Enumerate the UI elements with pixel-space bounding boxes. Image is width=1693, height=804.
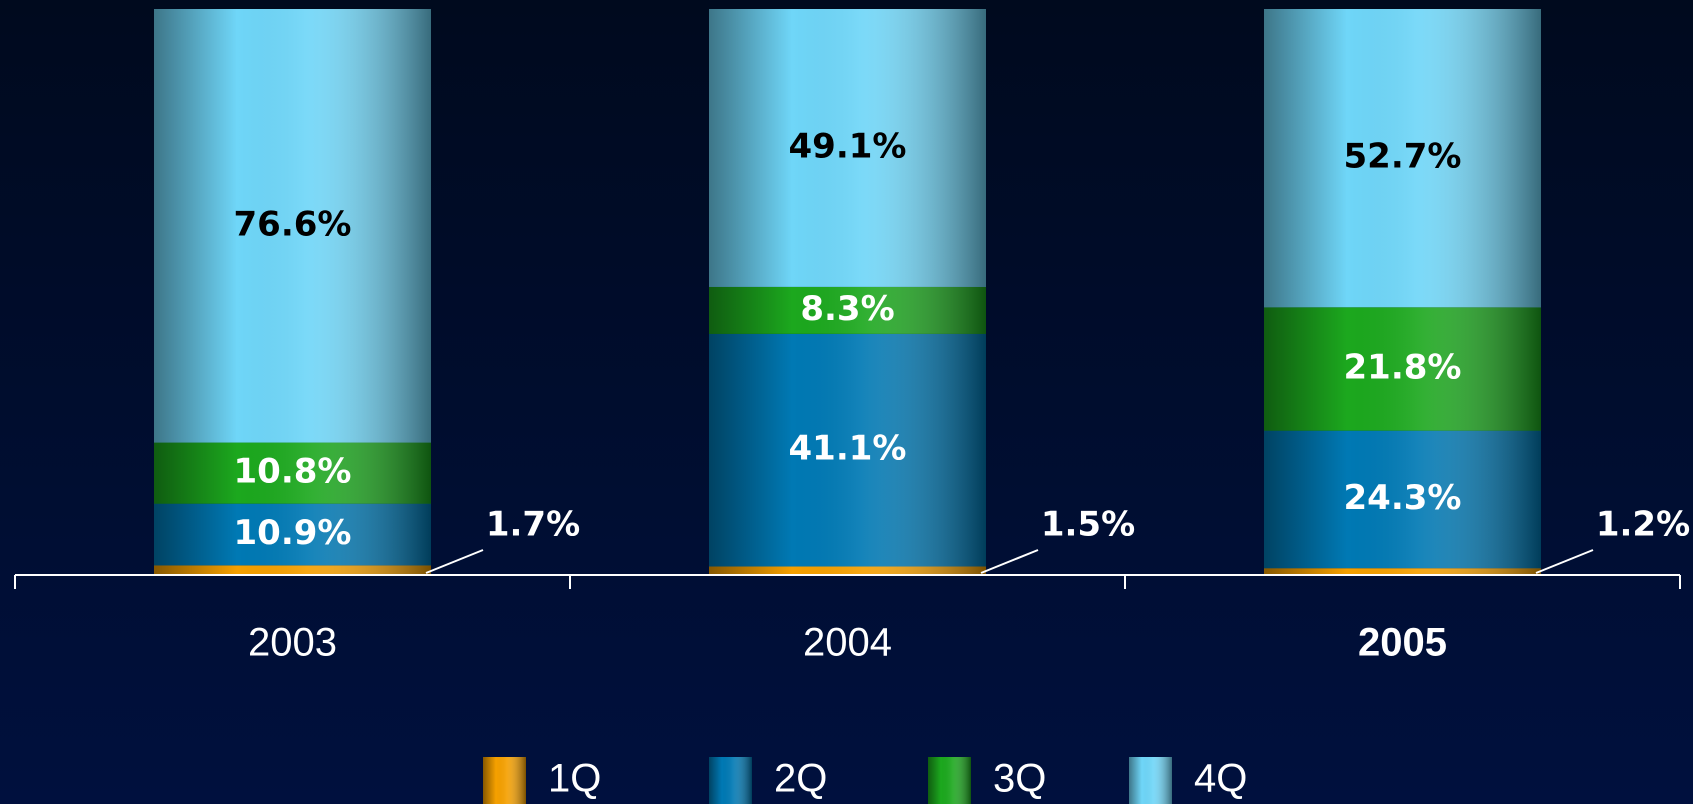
- value-label: 21.8%: [1344, 347, 1462, 387]
- value-label: 10.9%: [234, 513, 352, 553]
- value-label: 10.8%: [234, 452, 352, 492]
- value-label: 8.3%: [800, 289, 894, 329]
- value-label: 1.2%: [1596, 505, 1690, 545]
- legend-swatch-shade: [928, 757, 971, 804]
- legend-label: 2Q: [774, 757, 827, 801]
- value-label: 24.3%: [1344, 478, 1462, 518]
- bar-shade: [1264, 307, 1541, 431]
- legend-swatch-shade: [1129, 757, 1172, 804]
- x-tick-label: 2005: [1358, 621, 1447, 665]
- bar-shade: [154, 9, 431, 443]
- bar-shade: [1264, 568, 1541, 575]
- value-label: 52.7%: [1344, 137, 1462, 177]
- legend-swatch-shade: [709, 757, 752, 804]
- value-label: 76.6%: [234, 204, 352, 244]
- x-tick-label: 2004: [803, 621, 892, 665]
- legend-swatch-shade: [483, 757, 526, 804]
- leader-line: [1535, 549, 1594, 574]
- value-label: 49.1%: [789, 126, 907, 166]
- bar-shade: [154, 565, 431, 575]
- bar-shade: [709, 9, 986, 287]
- value-label: 1.7%: [486, 505, 580, 545]
- legend-label: 3Q: [993, 757, 1046, 801]
- bar-shade: [709, 566, 986, 575]
- value-label: 1.5%: [1041, 505, 1135, 545]
- legend-label: 4Q: [1194, 757, 1247, 801]
- x-tick-label: 2003: [248, 621, 337, 665]
- leader-line: [980, 549, 1039, 574]
- bar-shade: [154, 503, 431, 566]
- bar-shade: [154, 442, 431, 504]
- bar-shade: [1264, 9, 1541, 308]
- legend-label: 1Q: [548, 757, 601, 801]
- value-label: 41.1%: [789, 429, 907, 469]
- bar-shade: [1264, 430, 1541, 569]
- bar-shade: [709, 333, 986, 567]
- bar-shade: [709, 286, 986, 334]
- leader-line: [425, 549, 484, 574]
